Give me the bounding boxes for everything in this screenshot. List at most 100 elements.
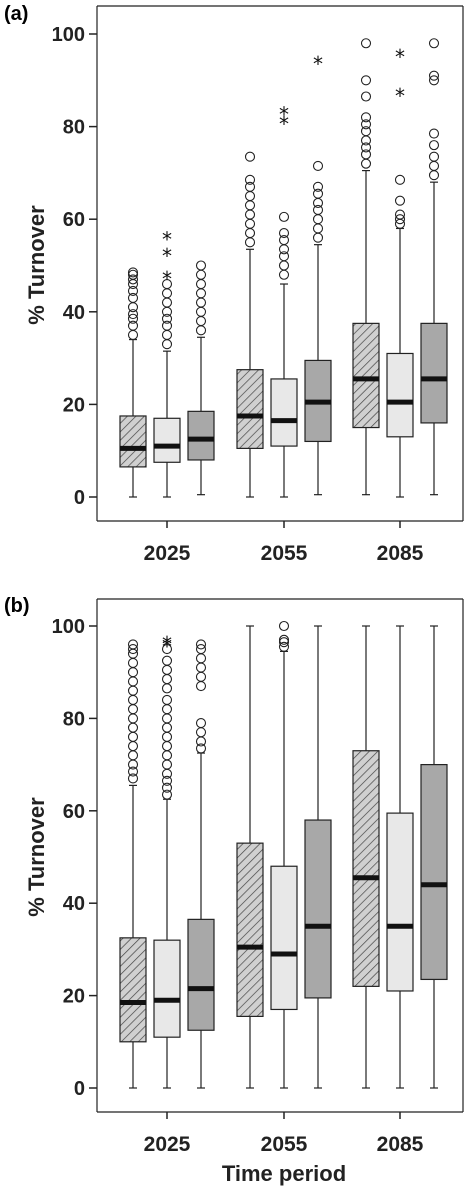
extreme-point: * <box>395 84 405 108</box>
outlier-point <box>195 681 207 692</box>
outlier-point <box>161 768 173 779</box>
outlier-point <box>127 329 139 341</box>
extreme-point: * <box>279 112 289 136</box>
outlier-point <box>428 151 440 162</box>
outlier-point <box>312 232 324 243</box>
outlier-point <box>161 674 173 685</box>
outlier-point <box>278 260 290 271</box>
outlier-point <box>244 200 256 211</box>
iqr-box <box>420 322 448 424</box>
outlier-point <box>127 302 139 313</box>
outlier-point <box>360 75 372 86</box>
box-light-grey: *** <box>153 228 181 498</box>
outlier-point <box>360 91 372 102</box>
outlier-point <box>195 306 207 317</box>
iqr-box <box>153 417 181 463</box>
box-light-grey: ** <box>386 45 414 498</box>
outlier-point <box>278 244 290 255</box>
outlier-point <box>312 223 324 234</box>
outlier-point <box>127 274 139 285</box>
outlier-point <box>161 306 173 317</box>
outlier-point <box>195 727 207 738</box>
y-tick-label: 100 <box>52 616 85 638</box>
x-axis-title-b: Time period <box>222 1161 346 1186</box>
outlier-point <box>360 158 372 169</box>
iqr-box <box>386 812 414 992</box>
outlier-point <box>278 211 290 222</box>
outlier-point <box>161 782 173 793</box>
outlier-point <box>195 278 207 290</box>
outlier-point <box>127 731 139 742</box>
outlier-point <box>195 288 207 299</box>
iqr-box <box>119 937 147 1043</box>
outlier-point <box>127 269 139 280</box>
outlier-point <box>360 142 372 153</box>
outlier-point <box>394 195 406 206</box>
outlier-point <box>360 149 372 160</box>
outlier-point <box>161 683 173 694</box>
outlier-point <box>278 234 290 246</box>
outlier-point <box>161 664 173 675</box>
iqr-box <box>304 819 332 999</box>
y-tick-label: 0 <box>74 1078 85 1100</box>
outlier-point <box>244 151 256 162</box>
outlier-point <box>161 320 173 331</box>
box-hatched <box>119 639 147 1089</box>
y-axis-title-b: % Turnover <box>24 797 49 917</box>
x-tick-label: 2025 <box>144 1133 191 1156</box>
extreme-point: * <box>162 267 172 291</box>
outlier-point <box>195 736 207 747</box>
outlier-point <box>394 209 406 220</box>
outlier-point <box>127 773 139 784</box>
outlier-point <box>195 717 207 729</box>
outlier-point <box>195 644 207 655</box>
panel-b: (b) % Turnover 0 20 40 60 80 100 2025 2055 2085 *… <box>4 595 464 1186</box>
iqr-box <box>352 322 380 429</box>
outlier-point <box>360 112 372 123</box>
extreme-point: * <box>313 52 323 76</box>
outlier-point <box>195 269 207 280</box>
x-tick-label: 2025 <box>144 542 191 565</box>
y-tick-label: 20 <box>63 394 85 416</box>
extreme-point: * <box>162 244 172 268</box>
outlier-point <box>312 204 324 215</box>
outlier-point <box>127 667 139 678</box>
plot-area-b: 0 20 40 60 80 100 2025 2055 2085 ** <box>52 598 464 1156</box>
outlier-point <box>312 160 324 172</box>
outlier-point <box>161 775 173 786</box>
outlier-point <box>127 657 139 669</box>
box-dark-grey <box>304 625 332 1089</box>
iqr-box <box>187 410 215 461</box>
outlier-point <box>278 634 290 645</box>
outlier-point <box>244 209 256 220</box>
outlier-point <box>244 218 256 229</box>
outlier-point <box>161 750 173 761</box>
outlier-point <box>127 285 139 297</box>
outlier-point <box>161 644 173 655</box>
outlier-point <box>161 339 173 350</box>
outlier-point <box>161 704 173 715</box>
outlier-point <box>278 269 290 280</box>
outlier-point <box>195 639 207 650</box>
outlier-point <box>195 297 207 308</box>
outlier-point <box>312 197 324 209</box>
box-hatched <box>236 151 264 498</box>
outlier-point <box>161 329 173 341</box>
outlier-point <box>127 676 139 687</box>
outlier-point <box>127 750 139 761</box>
outlier-point <box>428 170 440 181</box>
y-tick-label: 40 <box>63 302 85 324</box>
outlier-point <box>127 267 139 278</box>
outlier-point <box>161 694 173 705</box>
outlier-point <box>127 309 139 320</box>
outlier-point <box>195 325 207 336</box>
outlier-point <box>195 743 207 754</box>
outlier-point <box>428 38 440 49</box>
outlier-point <box>161 313 173 324</box>
iqr-box <box>270 865 298 1011</box>
outlier-point <box>312 188 324 199</box>
box-dark-grey <box>420 38 448 496</box>
outlier-point <box>195 260 207 271</box>
